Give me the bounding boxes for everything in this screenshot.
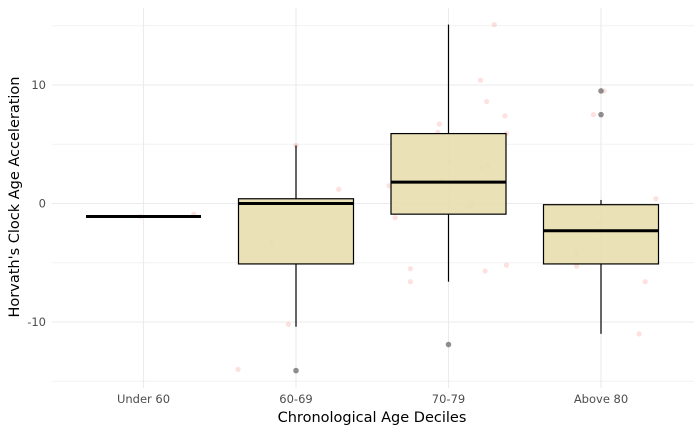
y-axis-title: Horvath's Clock Age Acceleration xyxy=(7,77,23,318)
x-tick-label: 60-69 xyxy=(279,392,312,406)
jitter-point xyxy=(574,263,580,269)
jitter-point xyxy=(336,186,342,192)
jitter-point xyxy=(407,279,413,285)
jitter-point xyxy=(386,183,392,189)
box-layer xyxy=(86,24,660,334)
y-tick-label: -10 xyxy=(27,315,46,329)
jitter-point xyxy=(285,321,291,327)
jitter-point xyxy=(484,98,490,105)
jitter-point xyxy=(477,77,484,83)
jitter-point xyxy=(392,215,398,221)
y-tick-label: 0 xyxy=(39,197,46,211)
x-tick-label: Above 80 xyxy=(574,392,628,406)
outlier-point xyxy=(598,111,604,118)
box-70-79 xyxy=(390,24,507,282)
box-body xyxy=(542,204,660,265)
jitter-point xyxy=(503,262,510,268)
y-axis-ticks: -10 0 10 xyxy=(27,78,46,329)
x-tick-label: Under 60 xyxy=(117,392,170,406)
outlier-point xyxy=(598,88,604,94)
box-60-69 xyxy=(237,145,355,327)
jitter-point xyxy=(653,196,659,202)
y-tick-label: 10 xyxy=(31,78,46,92)
box-body xyxy=(237,198,355,265)
jitter-point xyxy=(482,268,488,274)
jitter-point xyxy=(436,121,442,127)
outlier-point xyxy=(293,367,299,374)
outlier-points xyxy=(293,88,604,374)
jitter-point xyxy=(407,266,413,272)
jitter-point xyxy=(636,331,642,337)
jitter-point xyxy=(235,366,241,372)
jitter-point xyxy=(590,112,596,118)
jitter-point xyxy=(491,21,497,28)
jitter-point xyxy=(642,279,648,285)
x-tick-label: 70-79 xyxy=(432,392,465,406)
x-axis-ticks: Under 60 60-69 70-79 Above 80 xyxy=(117,392,628,406)
box-above-80 xyxy=(542,199,660,334)
jitter-point xyxy=(502,113,508,119)
box-body xyxy=(390,132,507,215)
x-axis-title: Chronological Age Deciles xyxy=(278,410,467,426)
outlier-point xyxy=(445,341,452,348)
